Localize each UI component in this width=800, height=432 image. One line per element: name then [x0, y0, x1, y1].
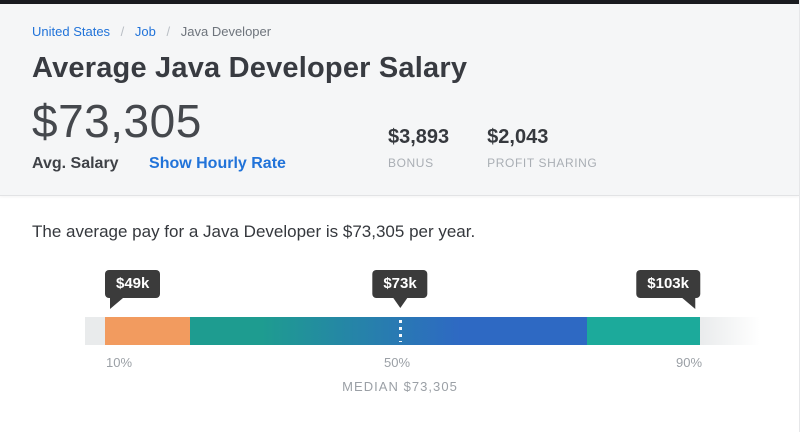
- percentile-50-label: 50%: [383, 355, 411, 370]
- bar-segment-25-75: [190, 317, 587, 345]
- avg-salary-value: $73,305: [32, 95, 202, 147]
- median-marker-line: [399, 320, 402, 342]
- percentile-10-tooltip-value: $49k: [116, 275, 150, 292]
- profit-sharing-stat: $2,043 PROFIT SHARING: [487, 126, 597, 170]
- percentile-90-label: 90%: [675, 355, 703, 370]
- bar-segment-10-25: [105, 317, 190, 345]
- profit-sharing-label: PROFIT SHARING: [487, 156, 598, 170]
- breadcrumb-link-job[interactable]: Job: [134, 24, 156, 39]
- avg-salary-row: Avg. Salary Show Hourly Rate: [32, 155, 767, 173]
- percentile-90-tooltip-value: $103k: [647, 275, 689, 292]
- bar-segment-75-90: [587, 317, 700, 345]
- percentile-50-tooltip-value: $73k: [383, 275, 417, 292]
- breadcrumb-separator: /: [166, 24, 171, 39]
- top-strip: [0, 0, 799, 4]
- page-title: Average Java Developer Salary: [32, 52, 468, 84]
- bonus-stat: $3,893 BONUS: [388, 126, 449, 170]
- percentile-10-tooltip: $49k: [105, 270, 161, 309]
- breadcrumb-current: Java Developer: [180, 24, 272, 39]
- salary-header: United States / Job / Java Developer Ave…: [0, 4, 799, 196]
- breadcrumb-link-united-states[interactable]: United States: [32, 24, 111, 39]
- show-hourly-rate-link[interactable]: Show Hourly Rate: [149, 155, 286, 172]
- percentile-10-label: 10%: [105, 355, 133, 370]
- median-caption: MEDIAN $73,305: [342, 379, 458, 394]
- bonus-label: BONUS: [388, 156, 434, 170]
- percentile-90-tooltip: $103k: [636, 270, 700, 309]
- breadcrumb-separator: /: [120, 24, 125, 39]
- summary-text: The average pay for a Java Developer is …: [32, 222, 476, 241]
- bonus-value: $3,893: [388, 126, 450, 148]
- salary-body: The average pay for a Java Developer is …: [0, 196, 799, 420]
- salary-range-chart: $49k $73k $103k 10% 50% 90% MEDIAN $73,3…: [0, 255, 799, 420]
- avg-salary-label: Avg. Salary: [32, 155, 119, 172]
- breadcrumb: United States / Job / Java Developer: [32, 24, 767, 39]
- compensation-stats: $3,893 BONUS $2,043 PROFIT SHARING: [388, 126, 597, 170]
- salary-range-bar: [85, 317, 760, 345]
- percentile-50-tooltip: $73k: [372, 270, 428, 308]
- profit-sharing-value: $2,043: [487, 126, 549, 148]
